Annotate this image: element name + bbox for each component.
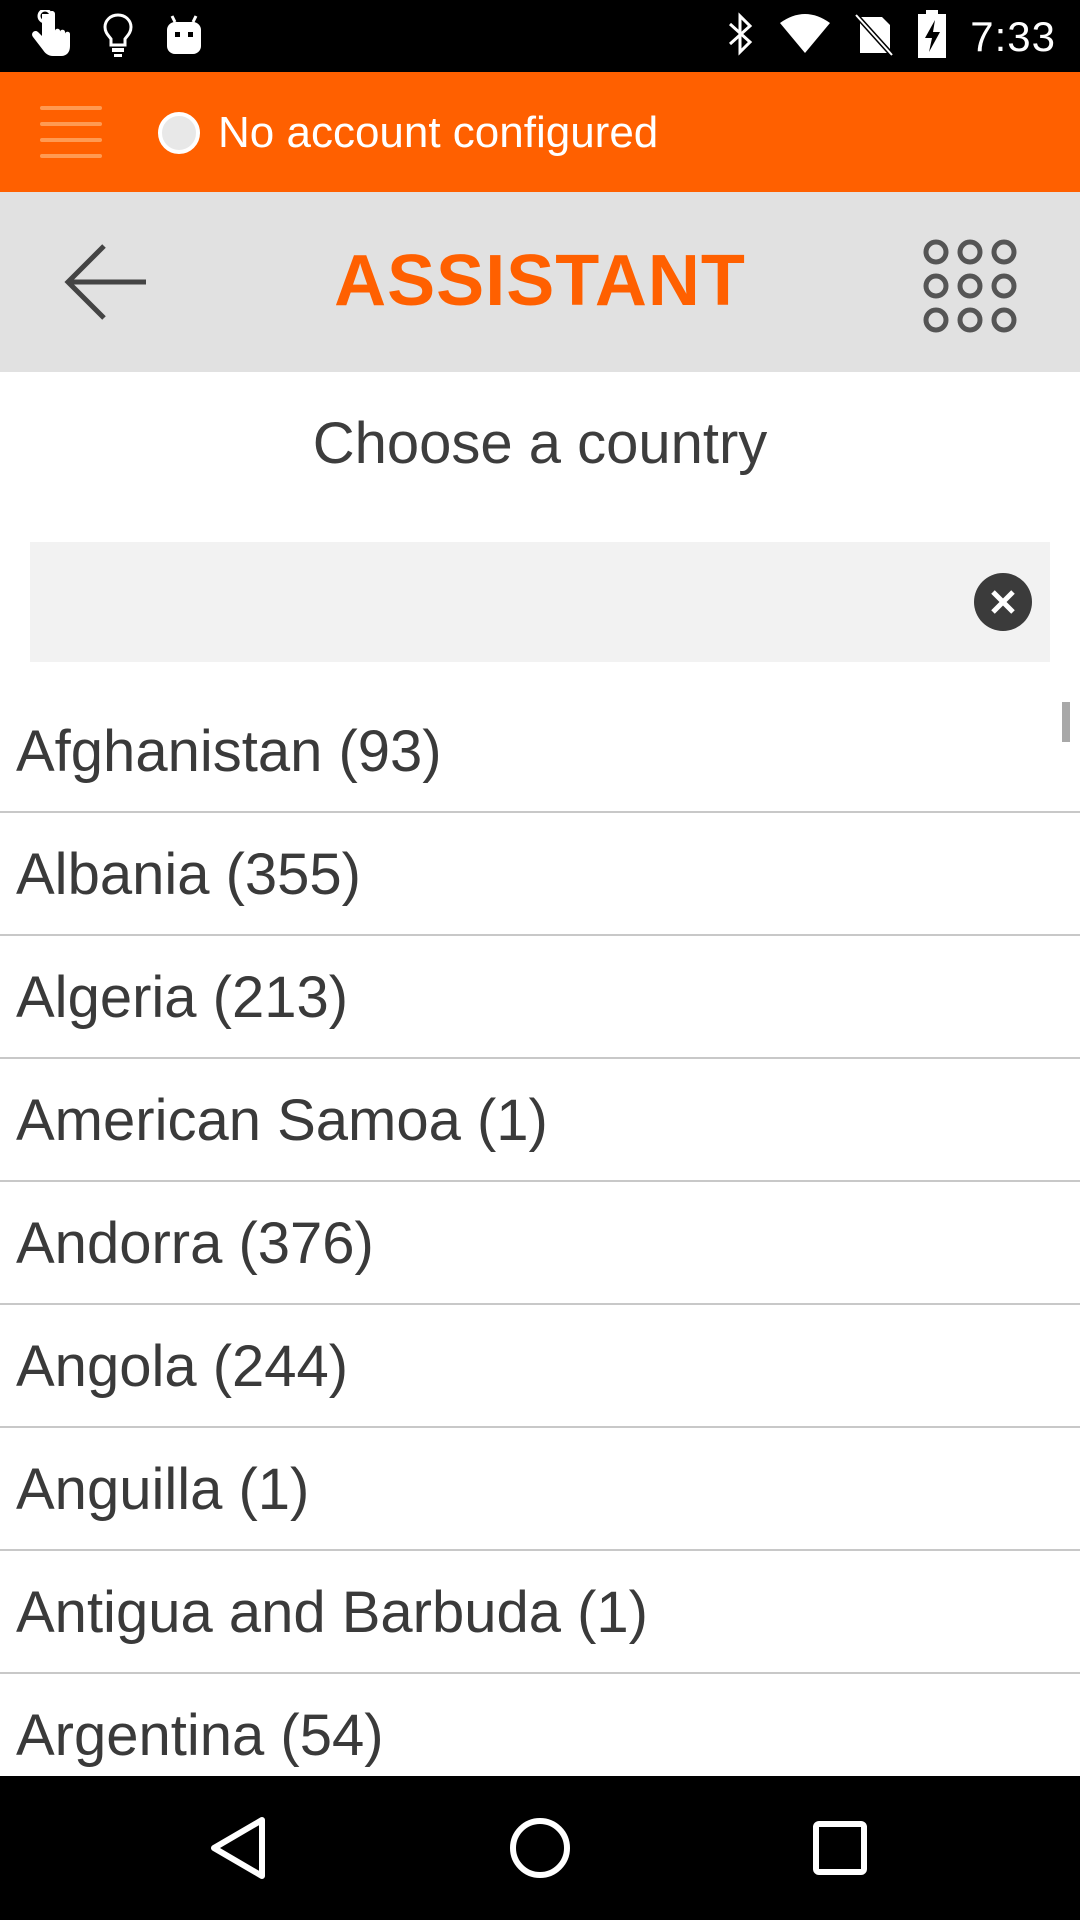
bluetooth-icon — [726, 10, 756, 63]
list-item[interactable]: Albania (355) — [0, 813, 1080, 936]
account-status-text[interactable]: No account configured — [218, 108, 659, 157]
country-search-input[interactable] — [30, 542, 960, 662]
list-scrollbar[interactable] — [1062, 702, 1070, 742]
country-label: Afghanistan (93) — [16, 719, 442, 784]
close-icon — [991, 590, 1015, 614]
recents-square-icon[interactable] — [800, 1808, 880, 1888]
dialpad-icon[interactable] — [922, 238, 1018, 334]
status-bar: 7:33 — [0, 0, 1080, 72]
country-label: Antigua and Barbuda (1) — [16, 1580, 648, 1645]
menu-icon[interactable] — [40, 100, 102, 164]
account-bar: No account configured — [0, 72, 1080, 192]
lightbulb-icon — [102, 11, 134, 64]
android-icon — [164, 14, 204, 61]
list-item[interactable]: Angola (244) — [0, 1305, 1080, 1428]
list-item[interactable]: Andorra (376) — [0, 1182, 1080, 1305]
list-item[interactable]: American Samoa (1) — [0, 1059, 1080, 1182]
country-label: Andorra (376) — [16, 1211, 374, 1276]
list-item[interactable]: Argentina (54) — [0, 1674, 1080, 1776]
list-item[interactable]: Anguilla (1) — [0, 1428, 1080, 1551]
page-title: ASSISTANT — [334, 241, 746, 321]
search-box — [30, 542, 1050, 662]
country-label: Anguilla (1) — [16, 1457, 310, 1522]
list-item[interactable]: Algeria (213) — [0, 936, 1080, 1059]
country-label: Argentina (54) — [16, 1703, 384, 1768]
list-item[interactable]: Antigua and Barbuda (1) — [0, 1551, 1080, 1674]
country-label: Albania (355) — [16, 842, 361, 907]
system-nav-bar — [0, 1776, 1080, 1920]
touch-icon — [28, 8, 72, 65]
choose-country-heading: Choose a country — [312, 411, 768, 476]
country-label: Angola (244) — [16, 1334, 349, 1399]
wifi-icon — [778, 13, 832, 60]
clear-search-button[interactable] — [974, 573, 1032, 631]
battery-charging-icon — [916, 8, 948, 65]
home-circle-icon[interactable] — [500, 1808, 580, 1888]
country-list[interactable]: Afghanistan (93) Albania (355) Algeria (… — [0, 690, 1080, 1776]
arrow-left-icon[interactable] — [62, 240, 152, 324]
no-sim-icon — [854, 11, 895, 62]
back-triangle-icon[interactable] — [200, 1808, 280, 1888]
toolbar: ASSISTANT — [0, 192, 1080, 372]
list-item[interactable]: Afghanistan (93) — [0, 690, 1080, 813]
country-label: Algeria (213) — [16, 965, 349, 1030]
account-status-dot — [158, 112, 200, 154]
country-label: American Samoa (1) — [16, 1088, 548, 1153]
clock-time: 7:33 — [970, 12, 1056, 60]
